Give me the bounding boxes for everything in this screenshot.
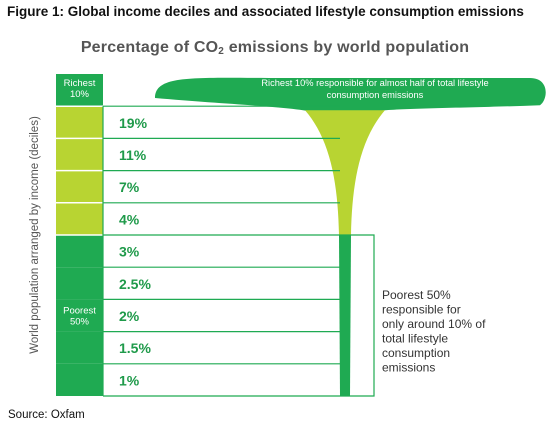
group-cell xyxy=(56,299,103,332)
value-label: 1.5% xyxy=(119,340,151,356)
funnel-middle xyxy=(305,110,385,235)
figure-title: Figure 1: Global income deciles and asso… xyxy=(7,4,524,19)
group-cell xyxy=(56,106,103,139)
value-label: 19% xyxy=(119,115,148,131)
chart-title: Percentage of CO2 emissions by world pop… xyxy=(0,39,550,57)
y-axis-label: World population arranged by income (dec… xyxy=(29,116,41,354)
chart-title-subscript: 2 xyxy=(218,46,225,57)
chart-title-suffix: emissions by world population xyxy=(224,39,470,56)
group-cell xyxy=(56,202,103,235)
funnel-richest xyxy=(155,77,546,113)
value-label: 2.5% xyxy=(119,276,151,292)
source-note: Source: Oxfam xyxy=(8,409,85,421)
poorest-group-label: Poorest 50% xyxy=(63,306,96,328)
funnel-poorest xyxy=(339,235,351,396)
value-label: 7% xyxy=(119,179,140,195)
value-label: 11% xyxy=(119,147,147,163)
group-cell xyxy=(56,363,103,396)
richest-group-label: Richest 10% xyxy=(64,78,96,100)
funnel-layer xyxy=(155,77,546,396)
value-label: 2% xyxy=(119,308,140,324)
group-cell xyxy=(56,138,103,171)
labels-layer: 49% 19% 11% 7% 4% 3% 2.5% 2% 1.5% 1% Richest 10% Poo… xyxy=(29,78,489,388)
value-label: 1% xyxy=(119,372,140,388)
group-cell xyxy=(56,74,103,107)
group-cell xyxy=(56,170,103,203)
group-cell xyxy=(56,331,103,364)
value-label: 49% xyxy=(119,83,148,99)
value-label: 3% xyxy=(119,244,140,260)
poorest-annotation: Poorest 50% responsible for only around 10… xyxy=(382,288,486,375)
poorest-box xyxy=(340,234,375,397)
group-cell xyxy=(56,267,103,300)
rows-layer xyxy=(56,74,375,397)
chart-title-main: Percentage of CO xyxy=(80,39,219,56)
richest-annotation: Richest 10% responsible for almost half … xyxy=(261,78,488,100)
group-cell xyxy=(56,235,103,268)
value-label: 4% xyxy=(119,211,140,227)
